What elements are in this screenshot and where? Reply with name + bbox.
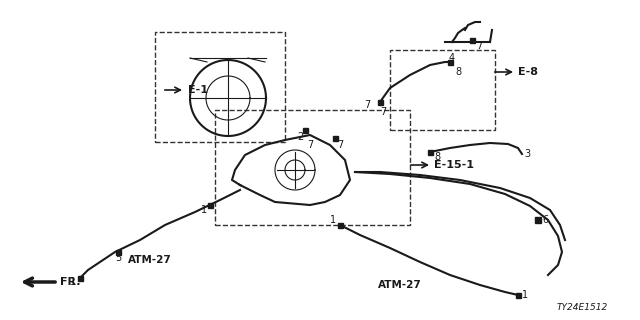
- Text: 7: 7: [476, 41, 483, 51]
- Bar: [428, 149, 433, 155]
- Text: 1: 1: [201, 205, 207, 215]
- Text: 5: 5: [115, 253, 121, 263]
- Bar: [378, 100, 383, 105]
- Text: 8: 8: [455, 67, 461, 77]
- Bar: [470, 37, 474, 43]
- Bar: [390, 50, 495, 130]
- Bar: [115, 250, 120, 254]
- Bar: [77, 276, 83, 281]
- Text: 6: 6: [542, 215, 548, 225]
- Text: E-8: E-8: [518, 67, 538, 77]
- Text: 2: 2: [297, 132, 303, 142]
- Text: ATM-27: ATM-27: [128, 255, 172, 265]
- Text: 3: 3: [524, 149, 530, 159]
- Text: TY24E1512: TY24E1512: [557, 303, 608, 312]
- Text: 1: 1: [330, 215, 336, 225]
- Text: 7: 7: [307, 140, 313, 150]
- Text: 1: 1: [522, 290, 528, 300]
- Text: E-15-1: E-15-1: [434, 160, 474, 170]
- Bar: [535, 217, 541, 223]
- Text: FR.: FR.: [60, 277, 81, 287]
- Bar: [515, 292, 520, 298]
- Text: 1: 1: [70, 277, 76, 287]
- Bar: [333, 135, 337, 140]
- Text: 8: 8: [434, 152, 440, 162]
- Text: E-1: E-1: [188, 85, 208, 95]
- Text: 7: 7: [364, 100, 370, 110]
- Bar: [207, 203, 212, 207]
- Text: ATM-27: ATM-27: [378, 280, 422, 290]
- Bar: [337, 222, 342, 228]
- Text: 7: 7: [337, 140, 343, 150]
- Text: 7: 7: [380, 107, 387, 117]
- Bar: [215, 110, 410, 225]
- Bar: [155, 32, 285, 142]
- Bar: [303, 127, 307, 132]
- Bar: [447, 60, 452, 65]
- Text: 4: 4: [449, 53, 455, 63]
